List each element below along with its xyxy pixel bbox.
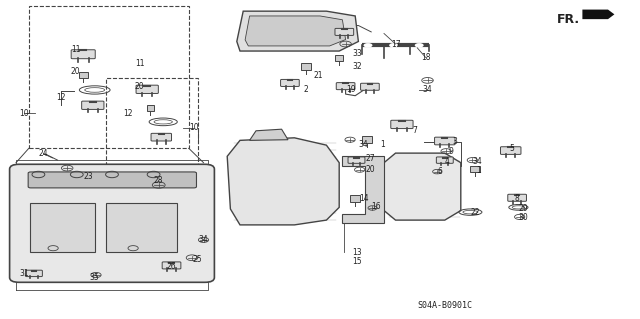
- Text: S04A-B0901C: S04A-B0901C: [417, 301, 472, 310]
- Text: 17: 17: [390, 40, 401, 48]
- Text: 23: 23: [83, 172, 93, 181]
- FancyBboxPatch shape: [391, 120, 413, 129]
- Text: 28: 28: [154, 176, 163, 185]
- Text: 20: 20: [134, 82, 145, 91]
- FancyBboxPatch shape: [336, 83, 355, 90]
- FancyBboxPatch shape: [335, 28, 354, 35]
- Bar: [350, 195, 360, 202]
- Text: 35: 35: [90, 273, 100, 282]
- Text: 34: 34: [358, 140, 369, 149]
- Text: 15: 15: [352, 257, 362, 266]
- Bar: [470, 166, 480, 172]
- FancyBboxPatch shape: [348, 157, 365, 163]
- Text: 26: 26: [166, 262, 177, 271]
- Text: 32: 32: [352, 63, 362, 71]
- Circle shape: [415, 43, 424, 48]
- Text: 27: 27: [365, 154, 375, 163]
- Text: 24: 24: [38, 149, 49, 158]
- Polygon shape: [237, 11, 358, 51]
- FancyBboxPatch shape: [82, 101, 104, 109]
- Text: 18: 18: [421, 53, 430, 62]
- Bar: [79, 72, 88, 78]
- Text: 25: 25: [192, 255, 202, 263]
- Text: 3: 3: [452, 137, 457, 146]
- Polygon shape: [342, 156, 384, 223]
- Text: 34: 34: [422, 85, 433, 94]
- FancyBboxPatch shape: [508, 194, 527, 201]
- FancyBboxPatch shape: [10, 164, 214, 282]
- Text: 1: 1: [380, 140, 385, 149]
- Text: 10: 10: [19, 109, 29, 118]
- Text: 11: 11: [135, 59, 144, 68]
- Polygon shape: [582, 10, 614, 19]
- Bar: [362, 136, 372, 143]
- Text: 1: 1: [476, 166, 481, 175]
- Circle shape: [389, 43, 398, 48]
- Polygon shape: [245, 16, 346, 46]
- FancyBboxPatch shape: [106, 203, 177, 252]
- Text: 6: 6: [438, 167, 443, 176]
- Text: 2: 2: [303, 85, 308, 94]
- Bar: [106, 78, 198, 199]
- FancyBboxPatch shape: [280, 79, 300, 86]
- Bar: [147, 105, 154, 111]
- Text: 33: 33: [352, 49, 362, 58]
- Text: 12: 12: [124, 109, 132, 118]
- Polygon shape: [384, 153, 461, 220]
- Text: FR.: FR.: [557, 13, 580, 26]
- FancyBboxPatch shape: [30, 203, 95, 252]
- Text: 9: 9: [449, 147, 454, 156]
- Text: 12: 12: [56, 93, 65, 102]
- Text: 5: 5: [509, 144, 515, 153]
- Text: 13: 13: [352, 248, 362, 257]
- Text: 10: 10: [189, 123, 199, 132]
- Polygon shape: [227, 138, 339, 225]
- Bar: [335, 55, 344, 61]
- FancyBboxPatch shape: [162, 262, 181, 269]
- Text: 7: 7: [412, 126, 417, 135]
- Text: 20: 20: [70, 67, 81, 76]
- FancyBboxPatch shape: [500, 147, 521, 154]
- FancyBboxPatch shape: [435, 137, 455, 145]
- Text: 34: 34: [198, 235, 209, 244]
- Text: 8: 8: [515, 194, 520, 203]
- Text: 16: 16: [371, 202, 381, 211]
- Text: 30: 30: [518, 213, 529, 222]
- Text: 21: 21: [314, 71, 323, 80]
- Text: 20: 20: [365, 165, 375, 174]
- Bar: [29, 6, 189, 148]
- Bar: [301, 63, 311, 70]
- Text: 31: 31: [19, 269, 29, 278]
- Text: 19: 19: [346, 85, 356, 94]
- Text: 4: 4: [444, 157, 449, 166]
- FancyBboxPatch shape: [136, 85, 158, 93]
- FancyBboxPatch shape: [28, 172, 196, 188]
- Text: 29: 29: [518, 204, 529, 213]
- Text: 11: 11: [71, 45, 80, 54]
- FancyBboxPatch shape: [436, 157, 453, 163]
- Text: 14: 14: [358, 194, 369, 203]
- FancyBboxPatch shape: [26, 270, 42, 277]
- Circle shape: [364, 43, 372, 48]
- FancyBboxPatch shape: [71, 50, 95, 59]
- FancyBboxPatch shape: [360, 83, 380, 90]
- Text: 22: 22: [470, 208, 479, 217]
- FancyBboxPatch shape: [151, 133, 172, 141]
- Text: 34: 34: [472, 157, 482, 166]
- Polygon shape: [250, 129, 288, 140]
